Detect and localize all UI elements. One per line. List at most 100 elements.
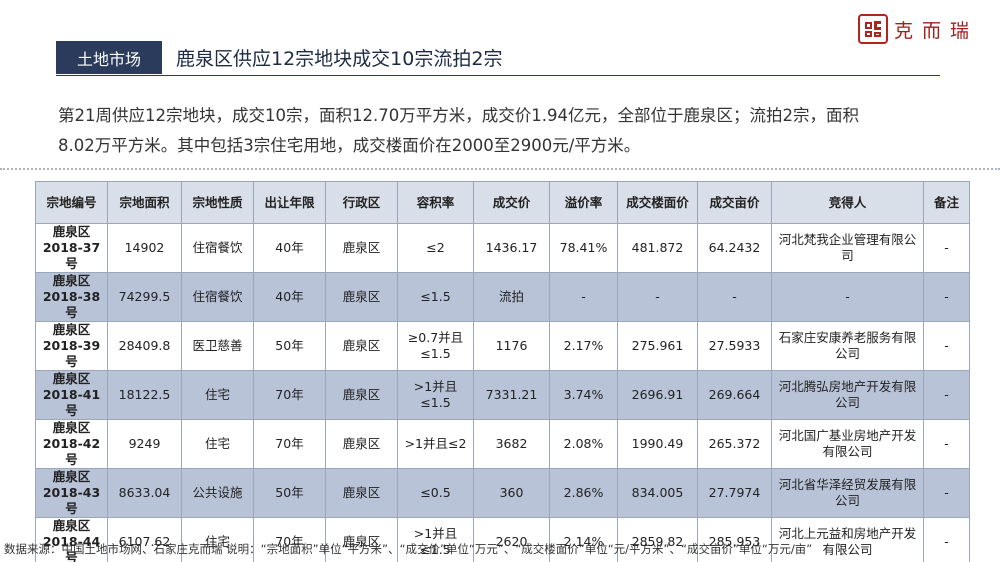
winning-bidder: 河北省华泽经贸发展有限公司 (771, 468, 924, 518)
winning-bidder: 石家庄安康养老服务有限公司 (771, 321, 924, 371)
floor-price: 2859.82 (617, 517, 698, 562)
brand-logo: 克而瑞 (858, 14, 978, 44)
remark: - (923, 321, 970, 371)
floor-price: 481.872 (617, 223, 698, 273)
lease-term: 70年 (253, 370, 326, 420)
column-header: 容积率 (397, 181, 474, 224)
lease-term: 50年 (253, 468, 326, 518)
section-tag: 土地市场 (56, 41, 162, 74)
district: 鹿泉区 (325, 321, 398, 371)
parcel-code: 鹿泉区 2018-44号 (35, 517, 108, 562)
mu-price: 27.7974 (697, 468, 772, 518)
premium-rate: 2.86% (549, 468, 618, 518)
floor-area-ratio: ≤1.5 (397, 272, 474, 322)
lease-term: 40年 (253, 223, 326, 273)
remark: - (923, 272, 970, 322)
summary-line-1: 第21周供应12宗地块，成交10宗，面积12.70万平方米，成交价1.94亿元，… (58, 106, 859, 125)
floor-area-ratio: >1并且 ≤1.5 (397, 517, 474, 562)
floor-price: 275.961 (617, 321, 698, 371)
winning-bidder: 河北梵我企业管理有限公司 (771, 223, 924, 273)
deal-price: 1436.17 (473, 223, 550, 273)
mu-price: 265.372 (697, 419, 772, 469)
deal-price: 2620 (473, 517, 550, 562)
lease-term: 50年 (253, 321, 326, 371)
seal-icon (858, 14, 888, 44)
floor-price: 2696.91 (617, 370, 698, 420)
district: 鹿泉区 (325, 370, 398, 420)
summary-paragraph: 第21周供应12宗地块，成交10宗，面积12.70万平方米，成交价1.94亿元，… (58, 101, 948, 161)
remark: - (923, 223, 970, 273)
column-header: 成交楼面价 (617, 181, 698, 224)
floor-area-ratio: ≤0.5 (397, 468, 474, 518)
winning-bidder: - (771, 272, 924, 322)
winning-bidder: 河北腾弘房地产开发有限公司 (771, 370, 924, 420)
parcel-nature: 公共设施 (181, 468, 254, 518)
mu-price: 64.2432 (697, 223, 772, 273)
mu-price: 27.5933 (697, 321, 772, 371)
remark: - (923, 419, 970, 469)
parcel-code: 鹿泉区 2018-39号 (35, 321, 108, 371)
floor-price: 1990.49 (617, 419, 698, 469)
parcel-code: 鹿泉区 2018-38号 (35, 272, 108, 322)
lease-term: 40年 (253, 272, 326, 322)
source-footnote: 数据来源：中国土地市场网、石家庄克而瑞 说明：“宗地面积”单位“平方米”、“成交… (4, 542, 813, 556)
column-header: 竞得人 (771, 181, 924, 224)
column-header: 溢价率 (549, 181, 618, 224)
column-header: 备注 (923, 181, 970, 224)
winning-bidder: 河北国广基业房地产开发有限公司 (771, 419, 924, 469)
remark: - (923, 517, 970, 562)
floor-price: - (617, 272, 698, 322)
floor-area-ratio: ≥0.7并且 ≤1.5 (397, 321, 474, 371)
district: 鹿泉区 (325, 223, 398, 273)
lease-term: 70年 (253, 517, 326, 562)
premium-rate: 78.41% (549, 223, 618, 273)
floor-area-ratio: ≤2 (397, 223, 474, 273)
table-row: 鹿泉区 2018-39号 28409.8 医卫慈善 50年 鹿泉区 ≥0.7并且… (35, 321, 970, 371)
column-header: 成交价 (473, 181, 550, 224)
table-row: 鹿泉区 2018-42号 9249 住宅 70年 鹿泉区 >1并且≤2 3682… (35, 419, 970, 469)
summary-line-2: 8.02万平方米。其中包括3宗住宅用地，成交楼面价在2000至2900元/平方米… (58, 136, 641, 155)
column-header: 宗地编号 (35, 181, 108, 224)
parcel-area: 18122.5 (107, 370, 182, 420)
table-row: 鹿泉区 2018-43号 8633.04 公共设施 50年 鹿泉区 ≤0.5 3… (35, 468, 970, 518)
parcel-area: 8633.04 (107, 468, 182, 518)
parcel-nature: 住宅 (181, 517, 254, 562)
premium-rate: 2.08% (549, 419, 618, 469)
brand-name: 克而瑞 (894, 19, 979, 42)
table-row: 鹿泉区 2018-37号 14902 住宿餐饮 40年 鹿泉区 ≤2 1436.… (35, 223, 970, 273)
column-header: 宗地性质 (181, 181, 254, 224)
district: 鹿泉区 (325, 272, 398, 322)
column-header: 成交亩价 (697, 181, 772, 224)
mu-price: 269.664 (697, 370, 772, 420)
parcel-nature: 住宿餐饮 (181, 223, 254, 273)
premium-rate: 3.74% (549, 370, 618, 420)
floor-area-ratio: >1并且≤2 (397, 419, 474, 469)
district: 鹿泉区 (325, 419, 398, 469)
district: 鹿泉区 (325, 468, 398, 518)
table-header-row: 宗地编号 宗地面积 宗地性质 出让年限 行政区 容积率 成交价 溢价率 成交楼面… (35, 181, 970, 224)
parcel-code: 鹿泉区 2018-42号 (35, 419, 108, 469)
lease-term: 70年 (253, 419, 326, 469)
remark: - (923, 468, 970, 518)
deal-price: 3682 (473, 419, 550, 469)
parcel-nature: 住宅 (181, 370, 254, 420)
parcel-code: 鹿泉区 2018-37号 (35, 223, 108, 273)
page-title: 鹿泉区供应12宗地块成交10宗流拍2宗 (176, 48, 503, 70)
parcel-nature: 住宅 (181, 419, 254, 469)
parcel-nature: 医卫慈善 (181, 321, 254, 371)
title-divider (56, 75, 940, 76)
table-row: 鹿泉区 2018-41号 18122.5 住宅 70年 鹿泉区 >1并且 ≤1.… (35, 370, 970, 420)
land-transaction-table: 宗地编号 宗地面积 宗地性质 出让年限 行政区 容积率 成交价 溢价率 成交楼面… (35, 181, 970, 562)
floor-area-ratio: >1并且 ≤1.5 (397, 370, 474, 420)
premium-rate: 2.17% (549, 321, 618, 371)
column-header: 出让年限 (253, 181, 326, 224)
mu-price: 285.953 (697, 517, 772, 562)
premium-rate: - (549, 272, 618, 322)
deal-price: 流拍 (473, 272, 550, 322)
parcel-code: 鹿泉区 2018-41号 (35, 370, 108, 420)
column-header: 宗地面积 (107, 181, 182, 224)
deal-price: 360 (473, 468, 550, 518)
remark: - (923, 370, 970, 420)
dotted-divider (0, 168, 1000, 170)
premium-rate: 2.14% (549, 517, 618, 562)
